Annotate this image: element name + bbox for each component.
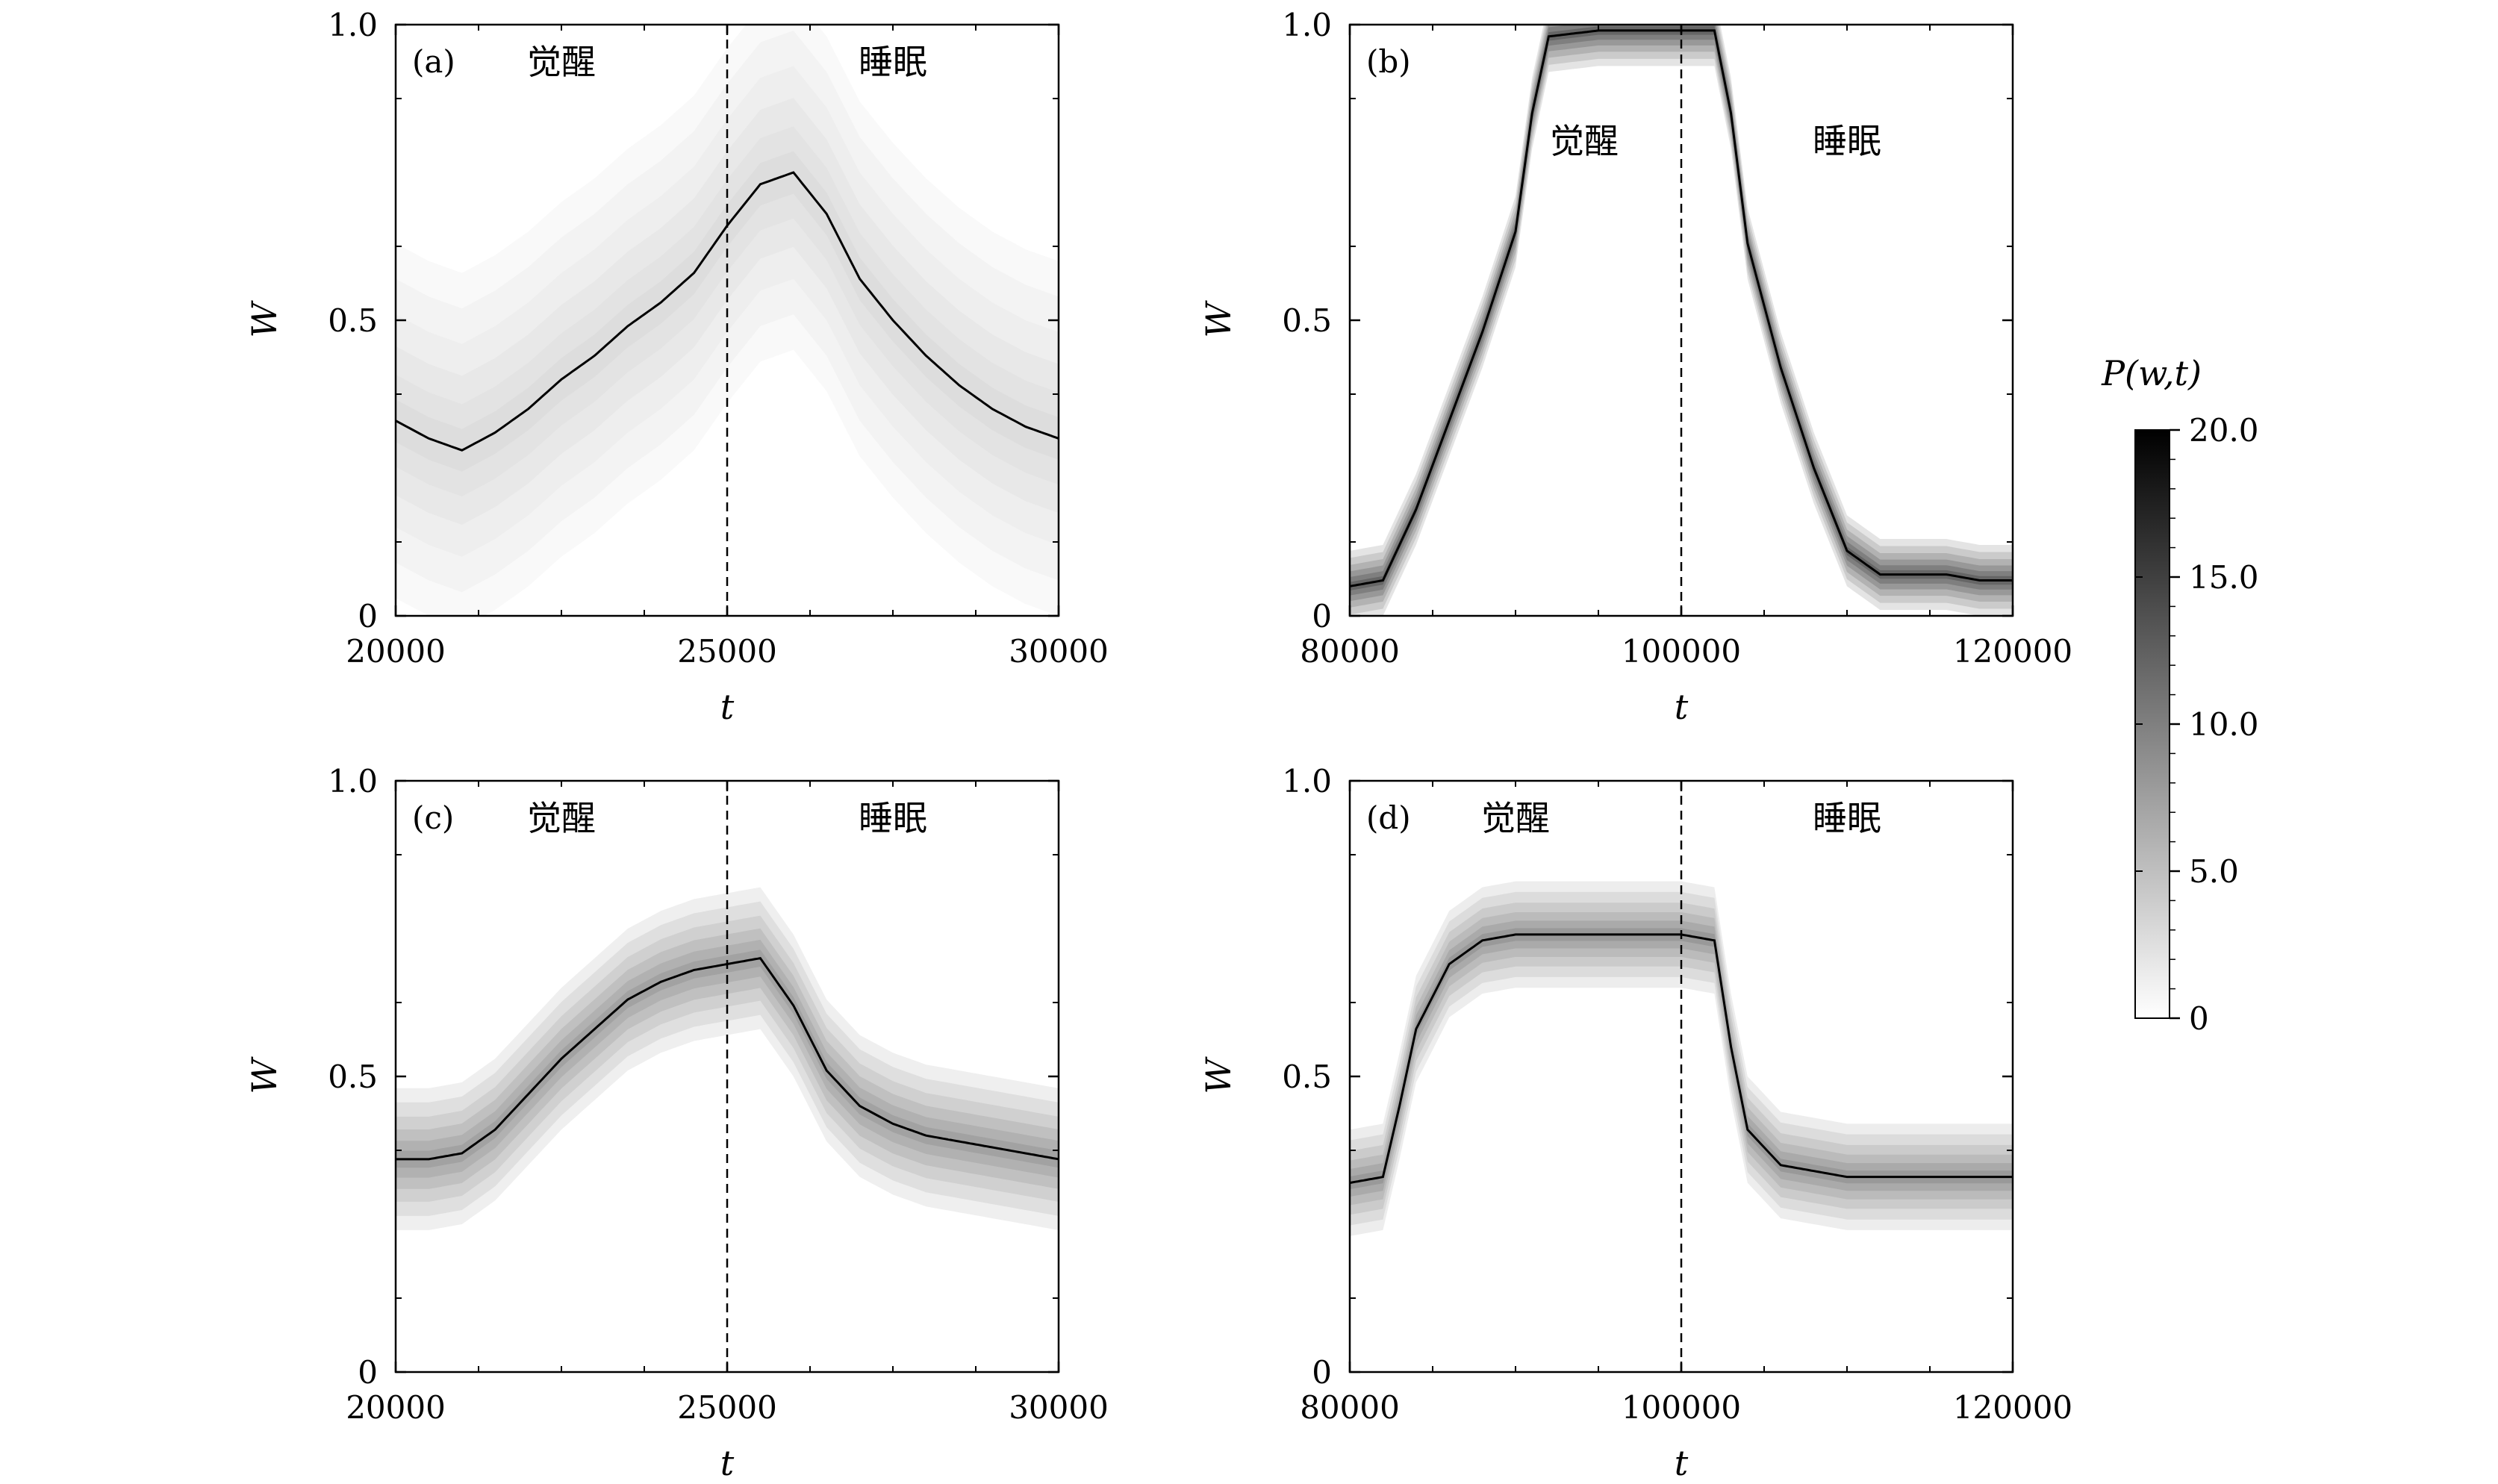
density-band — [1350, 25, 2013, 616]
colorbar-tick-label: 20.0 — [2189, 412, 2259, 449]
y-tick-label: 1.0 — [328, 7, 378, 43]
x-axis-label: t — [1675, 687, 1689, 727]
y-tick-label: 0.5 — [328, 302, 378, 339]
chart-panel-2: 80000 100000 120000 0 0.5 1.0 t W (b) 觉醒 睡眠 — [1198, 7, 2072, 727]
y-axis-label: W — [1198, 1056, 1239, 1094]
y-tick-label: 0.5 — [328, 1059, 378, 1095]
x-axis-label: t — [1675, 1443, 1689, 1483]
y-tick-label: 0 — [358, 598, 378, 635]
y-tick-label: 0 — [1312, 1354, 1332, 1391]
colorbar-tick-label: 15.0 — [2189, 559, 2259, 596]
y-tick-label: 0 — [1312, 598, 1332, 635]
panel-label: (a) — [412, 43, 455, 80]
x-tick-label: 25000 — [677, 633, 777, 670]
density-layer-2 — [1350, 891, 2013, 1226]
y-tick-label: 0.5 — [1282, 1059, 1332, 1095]
region-label-awake: 觉醒 — [527, 42, 596, 82]
y-tick-label: 1.0 — [328, 763, 378, 799]
x-tick-label: 80000 — [1300, 1389, 1400, 1426]
chart-panel-4: 80000 100000 120000 0 0.5 1.0 t W (d) 觉醒 睡眠 — [1198, 763, 2072, 1483]
region-label-sleep: 睡眠 — [1813, 798, 1881, 838]
colorbar-title: P(w,t) — [2101, 353, 2202, 393]
colorbar-tick-label: 10.0 — [2189, 706, 2259, 743]
y-axis-label: W — [244, 1056, 284, 1094]
density-layer-5 — [396, 126, 1059, 496]
region-label-sleep: 睡眠 — [1813, 121, 1881, 161]
x-tick-label: 20000 — [346, 633, 446, 670]
y-tick-label: 0 — [358, 1354, 378, 1391]
density-layer-5 — [1350, 920, 2013, 1197]
region-label-awake: 觉醒 — [527, 798, 596, 838]
x-axis-label: t — [720, 1443, 735, 1483]
x-tick-label: 120000 — [1953, 633, 2072, 670]
y-tick-label: 1.0 — [1282, 763, 1332, 799]
density-layer-6 — [396, 950, 1059, 1168]
region-label-awake: 觉醒 — [1481, 798, 1550, 838]
chart-panel-3: 20000 25000 30000 0 0.5 1.0 t W (c) 觉醒 睡眠 — [244, 763, 1109, 1483]
x-tick-label: 30000 — [1009, 1389, 1109, 1426]
panel-label: (c) — [412, 799, 454, 836]
colorbar-tick-label: 5.0 — [2189, 853, 2239, 890]
colorbar: P(w,t) 0 5.0 10.0 15.0 20.0 — [2101, 353, 2258, 1037]
x-tick-label: 120000 — [1953, 1389, 2072, 1426]
y-tick-label: 0.5 — [1282, 302, 1332, 339]
y-tick-label: 1.0 — [1282, 7, 1332, 43]
x-tick-label: 20000 — [346, 1389, 446, 1426]
panel-label: (d) — [1366, 799, 1411, 836]
region-label-sleep: 睡眠 — [859, 42, 927, 82]
y-axis-label: W — [244, 300, 284, 338]
x-tick-label: 25000 — [677, 1389, 777, 1426]
x-tick-label: 100000 — [1622, 1389, 1741, 1426]
x-tick-label: 80000 — [1300, 633, 1400, 670]
plot-frame — [1348, 23, 2014, 617]
density-layer-6 — [396, 151, 1059, 472]
region-label-sleep: 睡眠 — [859, 798, 927, 838]
density-layer-3 — [1350, 25, 2013, 608]
chart-panel-1: 20000 25000 30000 0 0.5 1.0 t W (a) 觉醒 睡眠 — [244, 7, 1109, 727]
x-axis-label: t — [720, 687, 735, 727]
x-tick-label: 100000 — [1622, 633, 1741, 670]
colorbar-tick-label: 0 — [2189, 1000, 2209, 1037]
plot-frame — [1348, 779, 2014, 1374]
x-tick-label: 30000 — [1009, 633, 1109, 670]
y-axis-label: W — [1198, 300, 1239, 338]
panel-label: (b) — [1366, 43, 1411, 80]
region-label-awake: 觉醒 — [1550, 121, 1619, 161]
